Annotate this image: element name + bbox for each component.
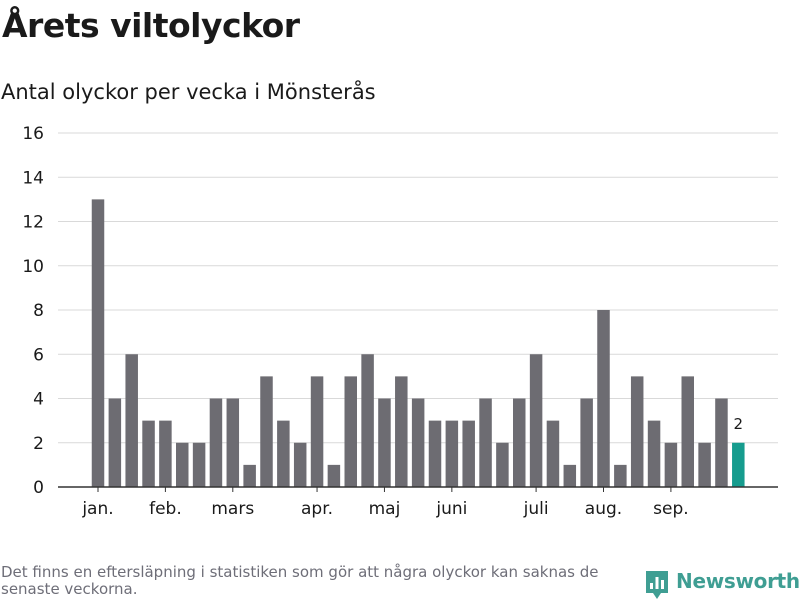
newsworthy-icon — [646, 571, 668, 599]
bar — [715, 398, 728, 487]
x-tick-label: sep. — [653, 499, 689, 519]
newsworthy-logo: Newsworthy — [644, 569, 800, 601]
bar — [209, 398, 223, 487]
bar — [546, 420, 560, 487]
bar — [361, 354, 374, 487]
x-tick-label: mars — [211, 499, 254, 519]
y-tick-label: 0 — [33, 478, 44, 498]
bar — [411, 398, 425, 487]
x-axis-ticks: jan. feb. mars apr. maj juni juli aug. sep. — [81, 487, 689, 519]
bar — [125, 354, 138, 487]
gridlines — [58, 132, 778, 444]
bar — [462, 420, 475, 487]
bar — [664, 442, 678, 487]
chart-subtitle: Antal olyckor per vecka i Mönsterås — [1, 80, 376, 104]
bar — [513, 398, 526, 487]
bar — [176, 442, 189, 487]
bar — [226, 398, 240, 487]
bar — [243, 464, 256, 487]
bar — [428, 420, 442, 487]
bar — [277, 420, 290, 487]
bar — [647, 420, 661, 487]
bar — [529, 354, 543, 487]
bar — [580, 398, 593, 487]
y-tick-label: 12 — [22, 213, 44, 233]
bar — [310, 376, 324, 487]
y-tick-label: 14 — [22, 168, 44, 188]
bar — [479, 398, 492, 487]
bars — [91, 199, 745, 487]
x-tick-label: feb. — [149, 499, 182, 519]
bar-highlight — [732, 442, 745, 487]
bar — [395, 376, 408, 487]
footnote: Det finns en eftersläpning i statistiken… — [1, 563, 599, 598]
x-tick-label: aug. — [585, 499, 622, 519]
x-tick-label: maj — [369, 499, 401, 519]
bar — [293, 442, 307, 487]
bar — [260, 376, 273, 487]
y-tick-label: 10 — [22, 257, 44, 277]
bar-value-label: 2 — [734, 415, 744, 433]
bar — [698, 442, 711, 487]
bar — [108, 398, 122, 487]
x-tick-label: juni — [435, 499, 467, 519]
y-tick-label: 8 — [33, 301, 44, 321]
bar — [344, 376, 357, 487]
bar — [563, 464, 577, 487]
bar — [91, 199, 105, 487]
y-tick-label: 2 — [33, 434, 44, 454]
bar — [445, 420, 459, 487]
bar — [159, 420, 172, 487]
y-tick-label: 6 — [33, 345, 44, 365]
bar — [681, 376, 694, 487]
bar — [327, 464, 341, 487]
y-tick-label: 4 — [33, 390, 44, 410]
chart-title: Årets viltolyckor — [2, 6, 300, 45]
bar — [142, 420, 155, 487]
bar — [496, 442, 509, 487]
x-tick-label: juli — [523, 499, 549, 519]
y-tick-label: 16 — [22, 124, 44, 144]
brand-name: Newsworthy — [676, 569, 800, 593]
y-axis-ticks: 0 2 4 6 8 10 12 14 16 — [22, 124, 44, 498]
bar — [630, 376, 644, 487]
data-labels: 2 — [734, 415, 744, 433]
bar — [614, 464, 627, 487]
bar — [378, 398, 391, 487]
x-tick-label: apr. — [301, 499, 333, 519]
bar — [597, 310, 610, 487]
bar — [192, 442, 206, 487]
x-tick-label: jan. — [81, 499, 113, 519]
